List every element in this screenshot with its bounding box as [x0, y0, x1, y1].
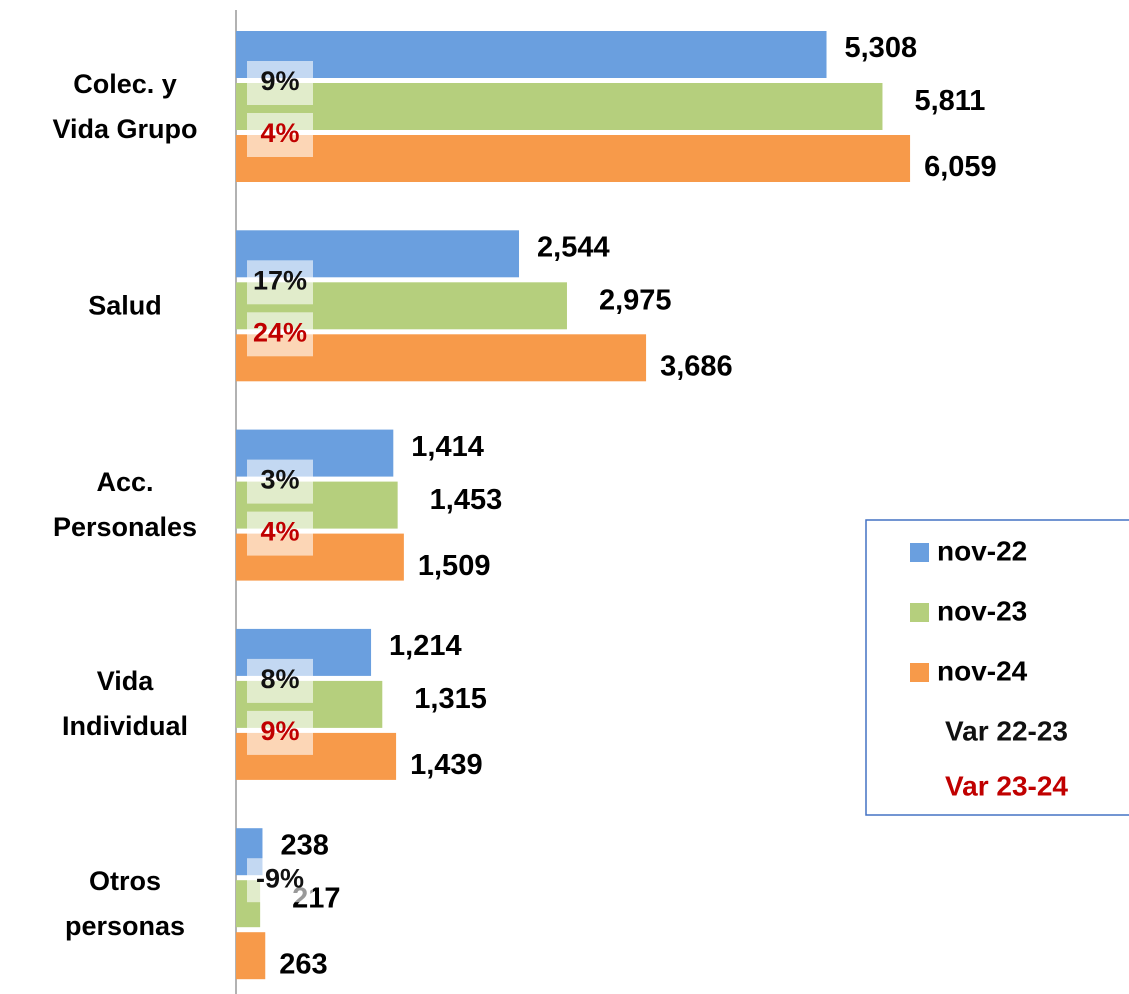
value-label: 1,453	[430, 484, 503, 516]
legend-label: Var 23-24	[945, 770, 1068, 801]
bar	[236, 31, 827, 78]
variation-box	[247, 858, 313, 903]
value-label: 5,308	[845, 32, 918, 64]
legend-label: nov-24	[937, 655, 1028, 686]
variation-box	[247, 113, 313, 157]
value-label: 1,214	[389, 630, 462, 662]
value-label: 1,315	[414, 683, 487, 715]
category-label: Colec. y Vida Grupo	[52, 68, 198, 144]
legend-swatch	[910, 603, 929, 622]
value-label: 3,686	[660, 350, 733, 382]
value-label: 263	[279, 948, 327, 980]
value-label: 238	[280, 829, 328, 861]
value-label: 5,811	[914, 85, 985, 117]
value-label: 1,414	[411, 431, 484, 463]
legend-swatch	[910, 543, 929, 562]
bar	[236, 83, 883, 130]
variation-label: 8%	[260, 664, 299, 694]
variation-box	[247, 459, 313, 504]
bar	[236, 932, 266, 980]
variation-box	[247, 710, 313, 755]
legend-label: Var 22-23	[945, 715, 1068, 746]
legend-label: nov-23	[937, 595, 1027, 626]
variation-label: 4%	[260, 118, 299, 148]
variation-box	[247, 658, 313, 703]
variation-box	[247, 61, 313, 105]
bar	[236, 135, 911, 182]
variation-box	[247, 312, 313, 357]
category-label: Vida Individual	[61, 666, 188, 742]
variation-label: 24%	[253, 317, 307, 347]
value-label: 6,059	[924, 151, 997, 183]
variation-label: -9%	[256, 863, 304, 893]
value-label: 1,509	[418, 550, 491, 582]
legend-swatch	[910, 663, 929, 682]
variation-label: 3%	[260, 465, 299, 495]
variation-box	[247, 260, 313, 305]
value-label: 2,975	[599, 284, 672, 316]
category-label: Otros personas	[64, 865, 186, 941]
variation-label: 4%	[260, 517, 299, 547]
category-label: Acc. Personales	[52, 467, 198, 543]
legend-label: nov-22	[937, 535, 1027, 566]
value-label: 2,544	[537, 231, 610, 263]
variation-label: 9%	[260, 66, 299, 96]
variation-label: 9%	[260, 716, 299, 746]
variation-box	[247, 511, 313, 556]
legend-box	[865, 519, 1129, 816]
category-label: Salud	[88, 290, 162, 321]
variation-label: 17%	[253, 265, 307, 295]
value-label: 1,439	[410, 749, 483, 781]
